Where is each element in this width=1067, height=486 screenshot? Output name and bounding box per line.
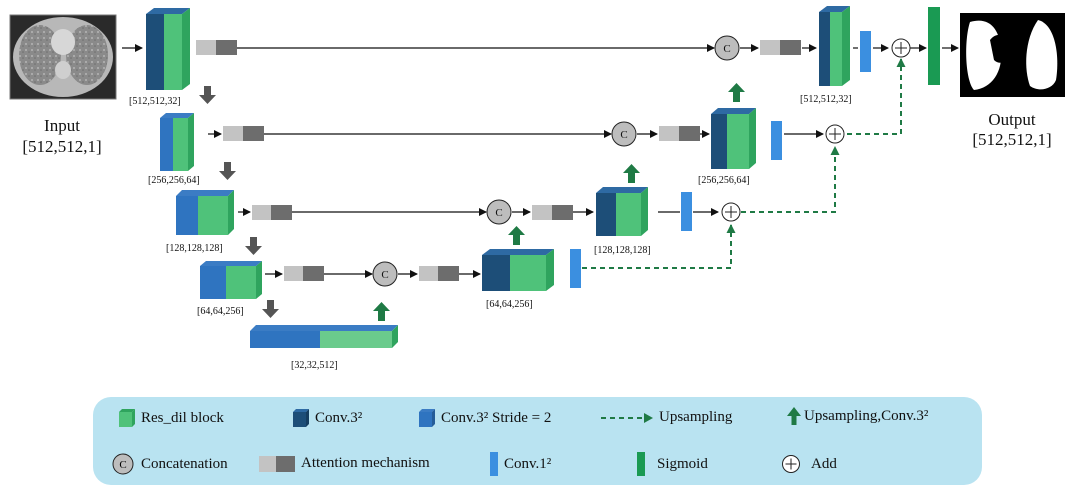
encoder-block-2-dims: [256,256,64] [148,175,200,186]
svg-text:C: C [495,207,502,219]
decoder-block-1 [819,6,850,86]
conv1-bar [681,192,692,231]
add-node [826,125,844,143]
attention-block [659,126,700,141]
concat-node: C [715,36,739,60]
encoder-block-4 [200,261,262,299]
input-title: Input [44,116,80,135]
decoder-block-3 [596,187,648,236]
output-mask-image [960,13,1065,97]
encoder-block-3-dims: [128,128,128] [166,243,223,254]
legend-res-dil: Res_dil block [119,409,224,427]
legend-sigmoid: Sigmoid [637,452,708,476]
decoder-block-1-dims: [512,512,32] [800,94,852,105]
svg-text:C: C [723,43,730,55]
add-node [892,39,910,57]
encoder-block-3 [176,190,234,235]
attention-swatch-icon [259,456,295,472]
legend-concatenation: C Concatenation [111,452,228,476]
dashed-arrow-icon [601,411,653,425]
res-dil-swatch-icon [119,409,135,427]
encoder-block-1 [146,8,190,90]
svg-text:C: C [620,129,627,141]
concat-node: C [487,200,511,224]
output-dims: [512,512,1] [972,130,1051,149]
attention-block [760,40,801,55]
legend-conv3: Conv.3² [293,409,362,427]
sigmoid-bar [928,7,940,85]
concat-node: C [373,262,397,286]
conv1-bar [570,249,581,288]
decoder-block-2 [711,108,756,169]
legend-conv1: Conv.1² [490,452,551,476]
decoder-block-4 [482,249,554,291]
input-dims: [512,512,1] [22,137,101,156]
legend-upsampling: Upsampling [601,409,732,426]
add-node [722,203,740,221]
encoder-block-2 [160,113,194,171]
attention-block [223,126,264,141]
conv1-swatch-icon [490,452,498,476]
sigmoid-swatch-icon [637,452,645,476]
bottleneck-block [250,325,398,348]
input-ct-image [10,15,116,99]
attention-block [284,266,324,281]
conv1-bar [771,121,782,160]
decoder-block-2-dims: [256,256,64] [698,175,750,186]
attention-block [419,266,459,281]
bottleneck-dims: [32,32,512] [291,360,338,371]
encoder-block-1-dims: [512,512,32] [129,96,181,107]
encoder-block-4-dims: [64,64,256] [197,306,244,317]
attention-block [252,205,292,220]
svg-text:C: C [381,269,388,281]
decoder-block-4-dims: [64,64,256] [486,299,533,310]
attention-block [196,40,237,55]
output-title: Output [988,110,1036,129]
conv3-stride-swatch-icon [419,409,435,427]
up-arrow-icon [787,407,801,425]
decoder-block-3-dims: [128,128,128] [594,245,651,256]
svg-text:C: C [119,459,126,471]
legend-add: Add [781,454,837,474]
concat-node: C [612,122,636,146]
concat-icon: C [111,452,135,476]
legend-conv3-stride: Conv.3² Stride = 2 [419,409,551,427]
conv1-bar [860,31,871,72]
add-icon [781,454,801,474]
legend-panel: Res_dil block Conv.3² Conv.3² Stride = 2… [93,397,982,485]
conv3-swatch-icon [293,409,309,427]
attention-block [532,205,573,220]
legend-attention: Attention mechanism [259,455,430,472]
legend-upsampling-conv: Upsampling,Conv.3² [787,407,928,425]
